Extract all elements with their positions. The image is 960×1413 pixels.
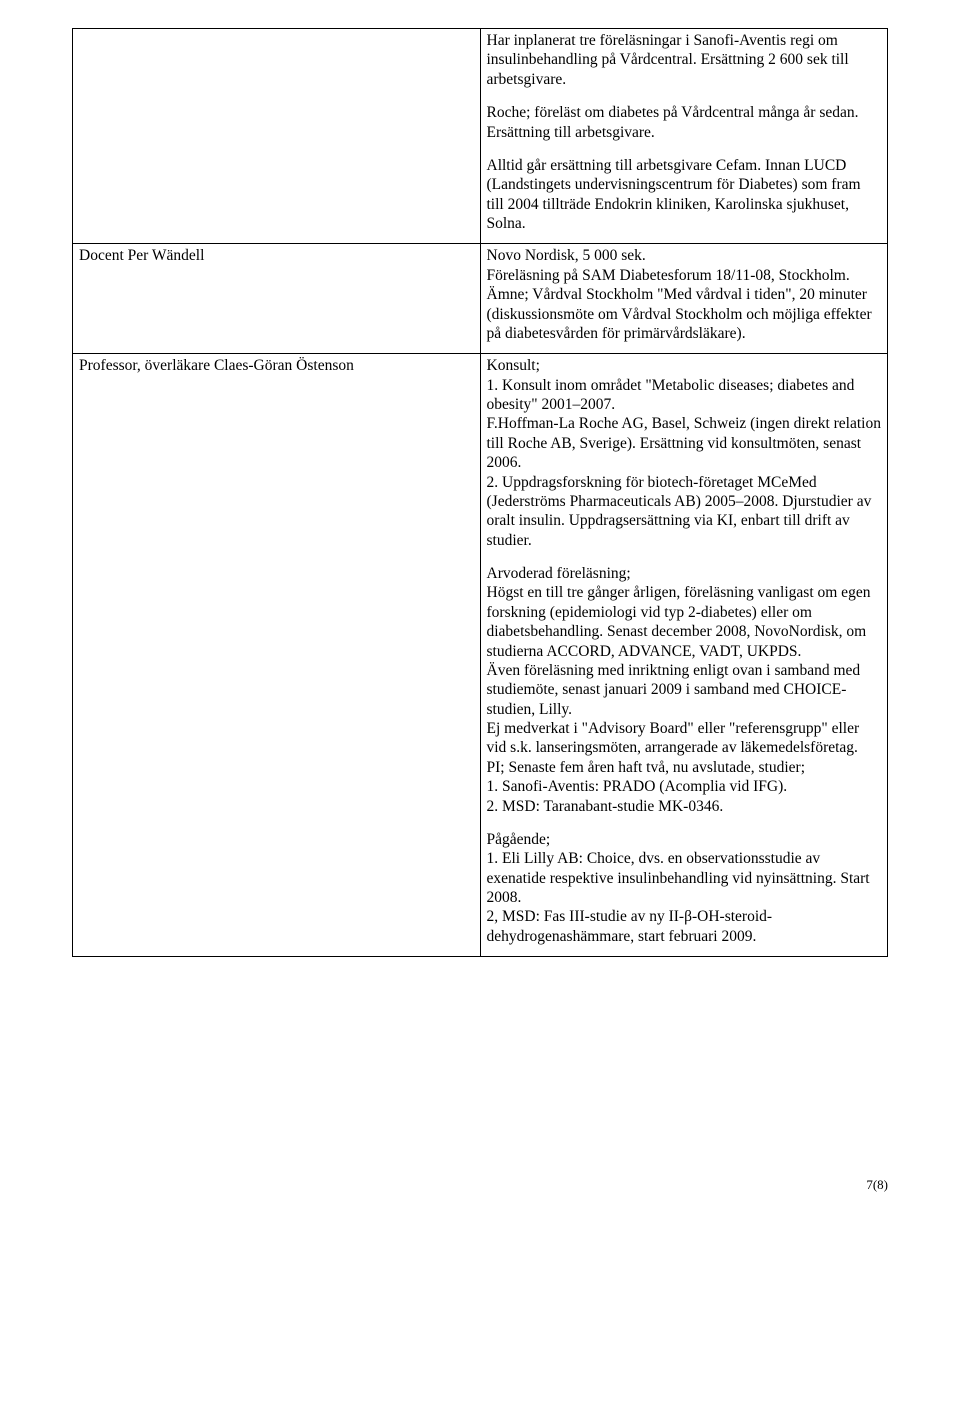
page: Har inplanerat tre föreläsningar i Sanof… — [0, 0, 960, 1233]
disclosure-paragraph: Konsult; 1. Konsult inom området "Metabo… — [487, 356, 882, 550]
left-cell: Docent Per Wändell — [73, 244, 481, 354]
page-number: 7(8) — [72, 1177, 888, 1193]
disclosure-paragraph: Novo Nordisk, 5 000 sek. Föreläsning på … — [487, 246, 882, 343]
table-body: Har inplanerat tre föreläsningar i Sanof… — [73, 29, 888, 957]
disclosure-paragraph: Arvoderad föreläsning; Högst en till tre… — [487, 564, 882, 816]
left-cell: Professor, överläkare Claes-Göran Östens… — [73, 354, 481, 957]
person-label: Professor, överläkare Claes-Göran Östens… — [79, 356, 474, 375]
disclosure-paragraph: Alltid går ersättning till arbetsgivare … — [487, 156, 882, 234]
disclosure-table: Har inplanerat tre föreläsningar i Sanof… — [72, 28, 888, 957]
right-cell: Konsult; 1. Konsult inom området "Metabo… — [480, 354, 888, 957]
left-cell — [73, 29, 481, 244]
disclosure-paragraph: Pågående; 1. Eli Lilly AB: Choice, dvs. … — [487, 830, 882, 946]
table-row: Docent Per Wändell Novo Nordisk, 5 000 se… — [73, 244, 888, 354]
table-row: Har inplanerat tre föreläsningar i Sanof… — [73, 29, 888, 244]
disclosure-paragraph: Roche; föreläst om diabetes på Vårdcentr… — [487, 103, 882, 142]
right-cell: Har inplanerat tre föreläsningar i Sanof… — [480, 29, 888, 244]
right-cell: Novo Nordisk, 5 000 sek. Föreläsning på … — [480, 244, 888, 354]
table-row: Professor, överläkare Claes-Göran Östens… — [73, 354, 888, 957]
person-label: Docent Per Wändell — [79, 246, 474, 265]
disclosure-paragraph: Har inplanerat tre föreläsningar i Sanof… — [487, 31, 882, 89]
